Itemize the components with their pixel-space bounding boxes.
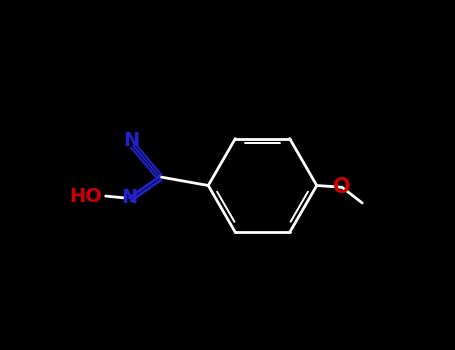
Text: HO: HO bbox=[69, 187, 102, 205]
Text: N: N bbox=[121, 188, 137, 207]
Text: O: O bbox=[333, 177, 351, 197]
Text: N: N bbox=[123, 132, 140, 150]
